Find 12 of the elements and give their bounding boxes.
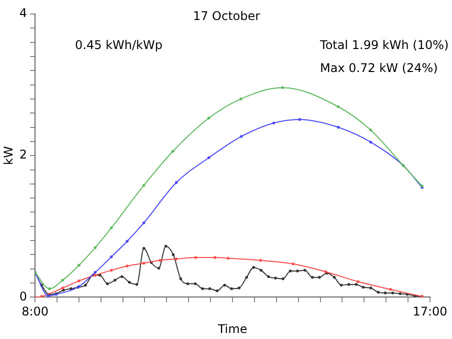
annotation: 0.45 kWh/kWp [75,38,162,52]
x-tick-label: 17:00 [412,304,448,319]
y-tick-label: 2 [19,148,28,162]
line-series [35,86,424,290]
y-tick-label: 0 [19,289,28,304]
y-tick-label: 4 [19,6,28,20]
annotation: Total 1.99 kWh (10%) [319,38,449,52]
y-axis-title: kW [1,146,16,166]
x-tick-label: 8:00 [22,304,49,319]
x-axis-title: Time [216,322,248,336]
chart-title: 17 October [192,9,260,24]
annotation: Max 0.72 kW (24%) [320,61,438,76]
